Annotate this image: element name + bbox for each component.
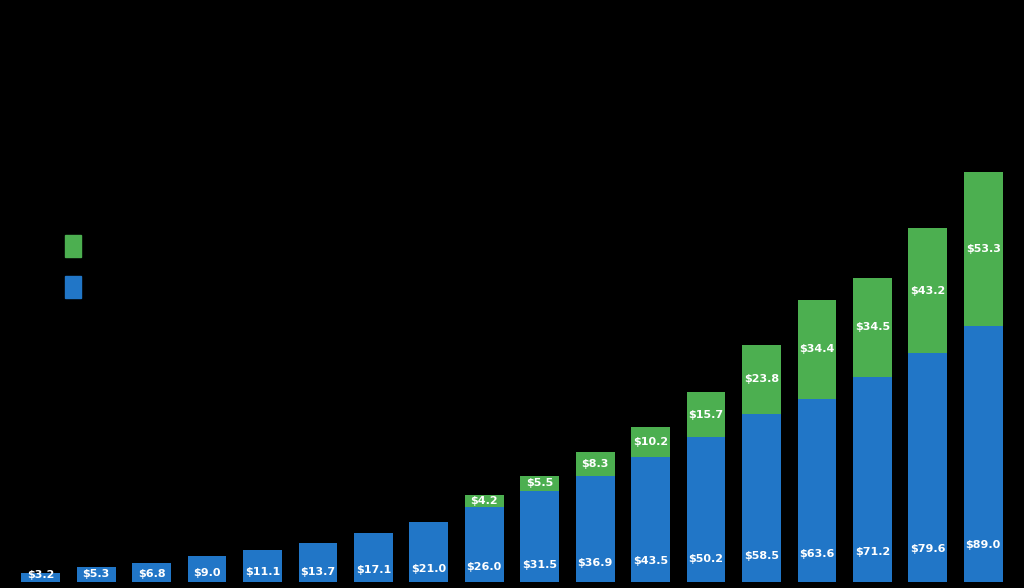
- Bar: [853, 377, 892, 582]
- Text: $43.2: $43.2: [910, 286, 945, 296]
- Bar: [908, 228, 947, 353]
- Bar: [410, 522, 449, 582]
- Text: $8.3: $8.3: [582, 459, 609, 469]
- Bar: [243, 550, 282, 582]
- Text: $34.5: $34.5: [855, 322, 890, 332]
- Text: $63.6: $63.6: [800, 549, 835, 559]
- Bar: [520, 476, 559, 492]
- Text: $79.6: $79.6: [910, 544, 945, 554]
- Bar: [964, 326, 1002, 582]
- Text: $89.0: $89.0: [966, 540, 1000, 550]
- Bar: [354, 533, 393, 582]
- Bar: [742, 413, 781, 582]
- Bar: [299, 543, 337, 582]
- Bar: [66, 235, 82, 256]
- Text: $10.2: $10.2: [633, 437, 669, 447]
- Bar: [575, 452, 614, 476]
- Bar: [132, 563, 171, 582]
- Bar: [575, 476, 614, 582]
- Text: $17.1: $17.1: [355, 565, 391, 575]
- Bar: [742, 345, 781, 413]
- Bar: [465, 495, 504, 507]
- Bar: [687, 437, 725, 582]
- Bar: [77, 567, 116, 582]
- Text: $53.3: $53.3: [966, 244, 1000, 254]
- Bar: [798, 300, 837, 399]
- Text: $31.5: $31.5: [522, 560, 557, 570]
- Text: $26.0: $26.0: [467, 562, 502, 572]
- Text: $50.2: $50.2: [688, 554, 724, 564]
- Text: $71.2: $71.2: [855, 547, 890, 557]
- Bar: [631, 457, 670, 582]
- Bar: [187, 556, 226, 582]
- Text: $4.2: $4.2: [470, 496, 498, 506]
- Text: $15.7: $15.7: [688, 410, 724, 420]
- Bar: [908, 353, 947, 582]
- Bar: [66, 276, 82, 298]
- Text: $5.5: $5.5: [526, 479, 553, 489]
- Bar: [520, 492, 559, 582]
- Bar: [798, 399, 837, 582]
- Bar: [964, 172, 1002, 326]
- Text: $9.0: $9.0: [194, 568, 221, 578]
- Bar: [687, 392, 725, 437]
- Text: $6.8: $6.8: [138, 569, 166, 579]
- Text: $13.7: $13.7: [300, 566, 336, 576]
- Text: $5.3: $5.3: [83, 569, 110, 579]
- Bar: [631, 427, 670, 457]
- Bar: [465, 507, 504, 582]
- Text: $11.1: $11.1: [245, 567, 281, 577]
- Text: $34.4: $34.4: [800, 345, 835, 355]
- Text: $43.5: $43.5: [633, 556, 669, 566]
- Bar: [853, 278, 892, 377]
- Text: $3.2: $3.2: [27, 570, 54, 580]
- Bar: [22, 573, 60, 582]
- Text: $21.0: $21.0: [412, 564, 446, 574]
- Text: $36.9: $36.9: [578, 559, 612, 569]
- Text: $58.5: $58.5: [744, 551, 779, 561]
- Text: $23.8: $23.8: [743, 375, 779, 385]
